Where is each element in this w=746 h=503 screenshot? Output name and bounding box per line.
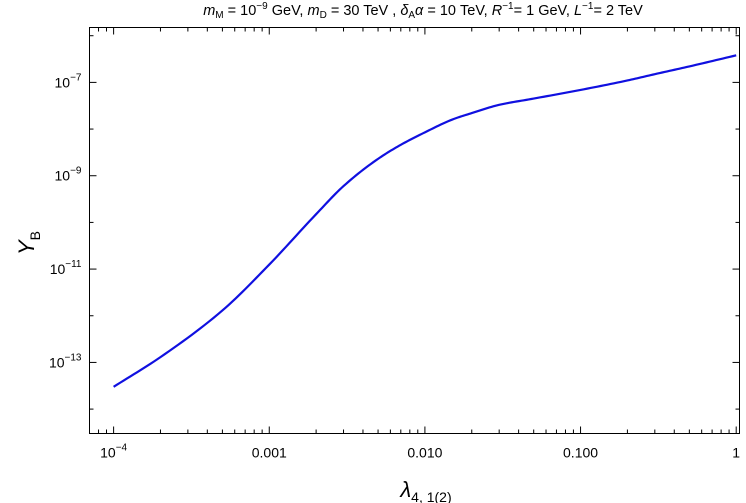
title-md-subscript: D bbox=[320, 10, 327, 21]
y-tick-label-exponent: −9 bbox=[70, 166, 82, 177]
x-tick-label-exponent: −4 bbox=[116, 443, 128, 454]
title-m-equals: = 10 bbox=[224, 3, 257, 19]
title-m-symbol: m bbox=[203, 3, 215, 19]
y-axis-label-symbol: Y bbox=[14, 239, 39, 255]
y-tick-label-base: 10 bbox=[50, 261, 66, 277]
x-axis-label-subscript: 4, 1(2) bbox=[411, 489, 451, 503]
x-tick-label: 0.001 bbox=[252, 445, 287, 461]
title-delta-symbol: δ bbox=[400, 3, 409, 19]
title-l-exponent: −1 bbox=[582, 1, 594, 12]
y-tick-label-base: 10 bbox=[49, 354, 65, 370]
y-tick-label: 10−11 bbox=[50, 259, 82, 277]
title-delta-value: = 10 TeV, bbox=[423, 3, 491, 19]
chart-title: mM = 10−9 GeV, mD = 30 TeV , δAα = 10 Te… bbox=[203, 1, 643, 21]
y-axis-label: YB bbox=[14, 231, 43, 255]
title-md-symbol: m bbox=[307, 3, 319, 19]
y-tick-label-base: 10 bbox=[55, 168, 71, 184]
title-m-unit: GeV, bbox=[268, 3, 308, 19]
x-tick-label-base: 10 bbox=[100, 445, 116, 461]
title-l-symbol: L bbox=[574, 3, 582, 19]
x-axis-label: λ4, 1(2) bbox=[399, 477, 451, 503]
y-tick-label-exponent: −13 bbox=[65, 352, 82, 363]
y-tick-label-exponent: −7 bbox=[70, 72, 82, 83]
y-tick-label: 10−13 bbox=[49, 352, 82, 370]
x-tick-label: 0.100 bbox=[563, 445, 598, 461]
title-r-symbol: R bbox=[492, 3, 503, 19]
title-alpha-symbol: α bbox=[415, 3, 424, 19]
title-r-exponent: −1 bbox=[502, 1, 514, 12]
plot-frame bbox=[89, 27, 740, 434]
title-r-value: = 1 GeV, bbox=[514, 3, 574, 19]
x-axis-label-symbol: λ bbox=[399, 477, 411, 502]
series-curve bbox=[113, 54, 737, 388]
y-tick-label: 10−9 bbox=[55, 166, 82, 184]
x-tick-label: 0.010 bbox=[407, 445, 442, 461]
y-axis-label-subscript: B bbox=[27, 231, 43, 240]
y-tick-label-base: 10 bbox=[55, 74, 71, 90]
y-tick-label: 10−7 bbox=[55, 72, 82, 90]
title-l-value: = 2 TeV bbox=[593, 3, 643, 19]
x-tick-label: 10−4 bbox=[100, 443, 127, 461]
x-tick-label: 1 bbox=[732, 445, 740, 461]
x-axis-ticks: 10−4 0.001 0.010 0.100 1 bbox=[98, 27, 740, 461]
title-md-value: = 30 TeV , bbox=[327, 3, 401, 19]
y-tick-label-exponent: −11 bbox=[65, 259, 82, 270]
title-delta-subscript: A bbox=[408, 10, 415, 21]
title-m-exponent: −9 bbox=[256, 1, 268, 12]
title-m-subscript: M bbox=[215, 10, 223, 21]
